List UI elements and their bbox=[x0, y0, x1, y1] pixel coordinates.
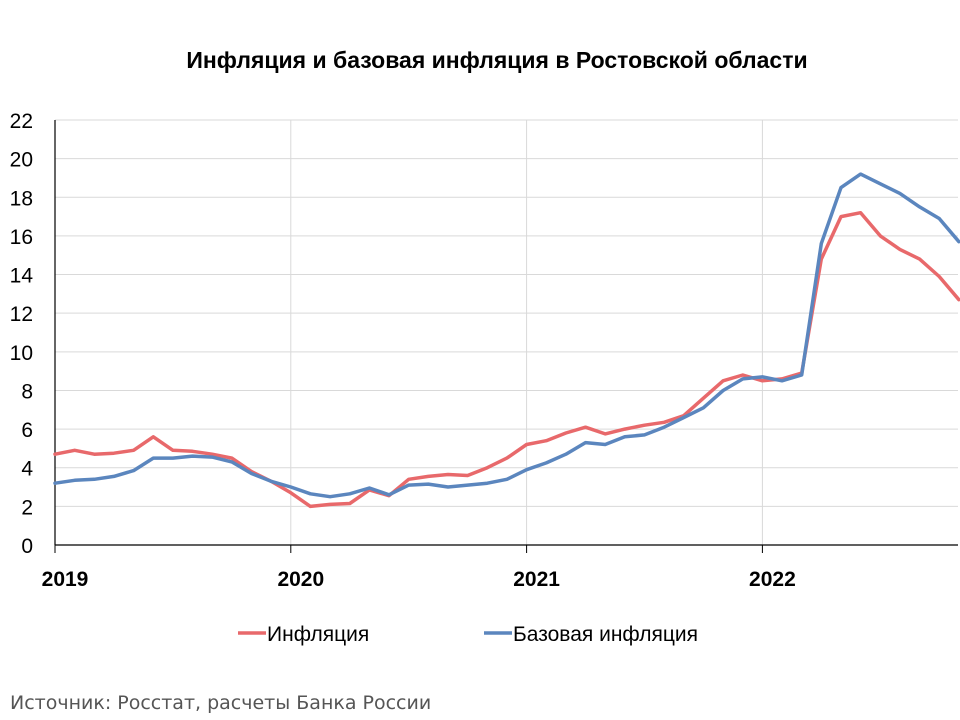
grid bbox=[55, 119, 958, 545]
y-axis-ticks: 0 2 4 6 8 10 12 14 16 18 20 22 bbox=[10, 110, 34, 558]
y-tick-label: 4 bbox=[21, 458, 33, 481]
x-tick-label: 2022 bbox=[749, 568, 796, 591]
axes bbox=[54, 120, 958, 546]
y-tick-label: 16 bbox=[10, 226, 33, 249]
source-note: Источник: Росстат, расчеты Банка России bbox=[10, 692, 432, 714]
y-tick-label: 6 bbox=[21, 419, 33, 442]
series-line-inflation bbox=[53, 210, 960, 509]
y-tick-label: 10 bbox=[10, 342, 33, 365]
y-tick-label: 12 bbox=[10, 303, 33, 326]
y-tick-label: 8 bbox=[21, 380, 33, 403]
legend: Инфляция Базовая инфляция bbox=[238, 623, 698, 646]
y-tick-label: 2 bbox=[21, 496, 33, 519]
y-tick-label: 22 bbox=[10, 110, 33, 133]
chart-title: Инфляция и базовая инфляция в Ростовской… bbox=[186, 47, 807, 73]
y-tick-label: 18 bbox=[10, 187, 33, 210]
x-tick-label: 2019 bbox=[42, 568, 89, 591]
x-tick-label: 2020 bbox=[277, 568, 324, 591]
legend-label: Базовая инфляция bbox=[513, 623, 698, 646]
y-tick-label: 20 bbox=[10, 149, 33, 172]
legend-label: Инфляция bbox=[267, 623, 369, 646]
y-tick-label: 0 bbox=[21, 535, 33, 558]
series-lines bbox=[53, 172, 960, 509]
x-tick-label: 2021 bbox=[513, 568, 560, 591]
y-tick-label: 14 bbox=[10, 265, 34, 288]
x-axis-ticks: 2019 2020 2021 2022 bbox=[42, 545, 796, 591]
series-line-core-inflation bbox=[53, 172, 960, 499]
